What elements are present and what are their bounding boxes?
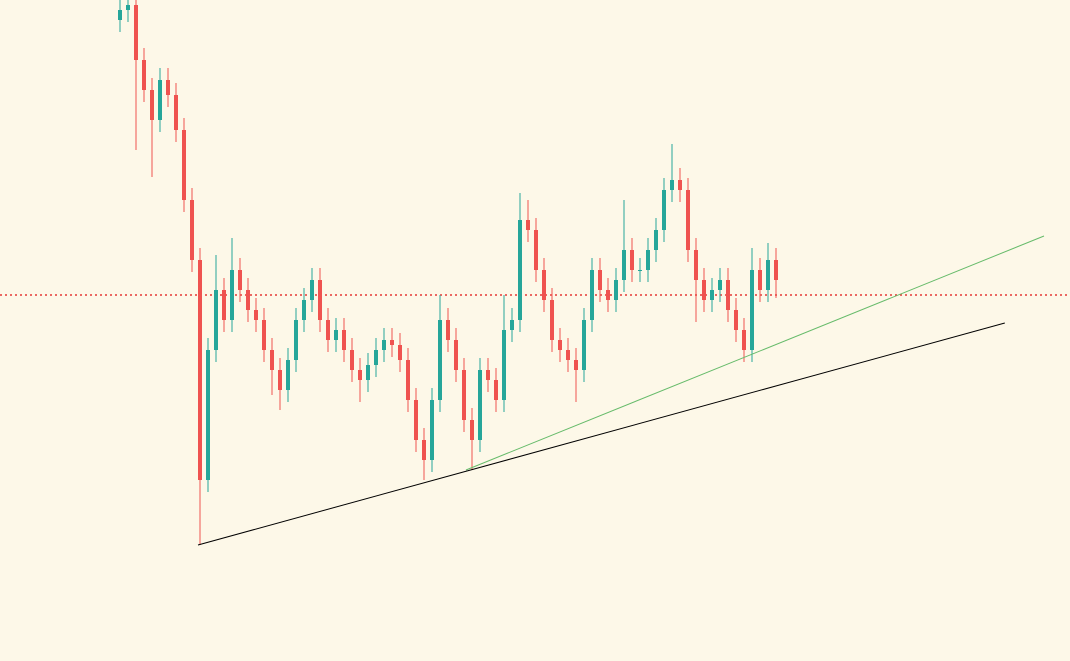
- candle-body: [326, 320, 330, 340]
- candle-body: [542, 270, 546, 300]
- candle-body: [294, 320, 298, 360]
- candle-body: [398, 345, 402, 360]
- candle-body: [558, 340, 562, 350]
- candle-body: [198, 260, 202, 480]
- candle-body: [574, 360, 578, 370]
- candle-body: [710, 290, 714, 300]
- candle-body: [630, 250, 634, 270]
- candle-body: [366, 365, 370, 380]
- candle-body: [534, 230, 538, 270]
- candle-body: [390, 340, 394, 345]
- candle-body: [310, 280, 314, 300]
- candle-body: [446, 320, 450, 340]
- candle-body: [622, 250, 626, 280]
- candle-body: [734, 310, 738, 330]
- candle-body: [566, 350, 570, 360]
- candle-body: [462, 370, 466, 420]
- candle-body: [286, 360, 290, 390]
- candle-body: [438, 320, 442, 400]
- candle-body: [134, 5, 138, 60]
- candle-body: [246, 290, 250, 310]
- candle-body: [742, 330, 746, 350]
- candle-body: [646, 250, 650, 270]
- candle-body: [662, 190, 666, 230]
- candle-body: [406, 360, 410, 400]
- candle-body: [726, 280, 730, 310]
- candle-body: [270, 350, 274, 370]
- candle-body: [334, 330, 338, 340]
- candle-body: [214, 290, 218, 350]
- candle-body: [342, 330, 346, 350]
- candle-body: [598, 270, 602, 290]
- candle-body: [582, 320, 586, 370]
- candle-body: [526, 220, 530, 230]
- candle-body: [694, 250, 698, 280]
- candle-body: [262, 320, 266, 350]
- candle-body: [758, 270, 762, 290]
- candle-body: [190, 200, 194, 260]
- candle-body: [510, 320, 514, 330]
- candle-body: [670, 180, 674, 190]
- candle-body: [590, 270, 594, 320]
- candle-body: [382, 340, 386, 350]
- candle-body: [470, 420, 474, 440]
- candle-body: [686, 190, 690, 250]
- candle-body: [614, 280, 618, 300]
- candle-body: [374, 350, 378, 365]
- candle-body: [254, 310, 258, 320]
- candle-body: [486, 370, 490, 380]
- candle-body: [150, 90, 154, 120]
- candle-body: [238, 270, 242, 290]
- candle-body: [318, 280, 322, 320]
- candle-body: [678, 180, 682, 190]
- candle-body: [774, 260, 778, 280]
- candle-body: [182, 130, 186, 200]
- candle-body: [126, 5, 130, 10]
- candle-body: [142, 60, 146, 90]
- candle-body: [606, 290, 610, 300]
- candle-body: [430, 400, 434, 460]
- candle-body: [638, 270, 642, 271]
- candle-body: [414, 400, 418, 440]
- trend-line: [197, 322, 1005, 546]
- candle-body: [358, 370, 362, 380]
- candle-body: [550, 300, 554, 340]
- candle-body: [454, 340, 458, 370]
- candle-body: [158, 80, 162, 120]
- candle-body: [518, 220, 522, 320]
- candle-body: [478, 370, 482, 440]
- candle-body: [206, 350, 210, 480]
- candle-body: [278, 370, 282, 390]
- candle-body: [702, 280, 706, 300]
- candle-body: [174, 95, 178, 130]
- candle-body: [118, 10, 122, 20]
- candle-body: [766, 260, 770, 290]
- candle-body: [166, 80, 170, 95]
- candle-body: [230, 270, 234, 320]
- candle-body: [750, 270, 754, 350]
- trend-line: [465, 235, 1045, 471]
- candle-body: [718, 280, 722, 290]
- candle-body: [494, 380, 498, 400]
- candle-body: [222, 290, 226, 320]
- candle-body: [654, 230, 658, 250]
- candle-body: [422, 440, 426, 460]
- candle-body: [302, 300, 306, 320]
- candle-body: [350, 350, 354, 370]
- candle-body: [502, 330, 506, 400]
